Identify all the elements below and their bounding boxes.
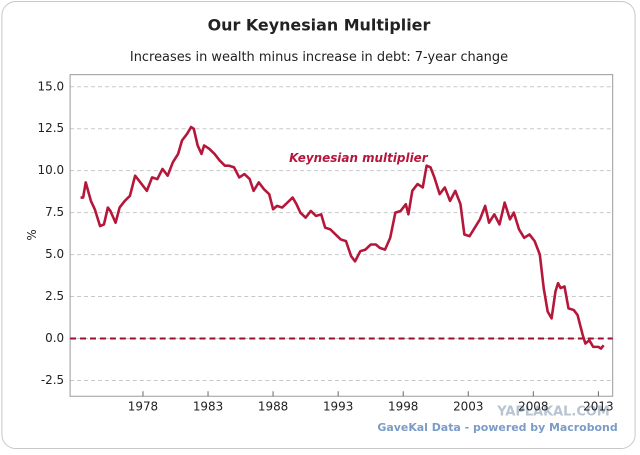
x-tick-label: 2013	[583, 400, 613, 414]
chart-title: Our Keynesian Multiplier	[208, 15, 431, 34]
series-label: Keynesian multiplier	[289, 151, 429, 165]
chart-subtitle: Increases in wealth minus increase in de…	[130, 50, 508, 65]
y-axis-label: %	[25, 229, 39, 240]
y-tick-label: 2.5	[45, 289, 64, 303]
x-tick-label: 1988	[258, 400, 288, 414]
y-tick-label: 15.0	[38, 79, 65, 93]
data-line	[80, 125, 605, 350]
watermark: YAPLAKAL.COM	[496, 405, 609, 420]
x-tick-label: 2003	[453, 400, 483, 414]
plot-area	[69, 74, 614, 397]
y-tick-label: 12.5	[38, 121, 65, 135]
x-tick-label: 1998	[388, 400, 418, 414]
x-tick-label: 1983	[193, 400, 223, 414]
y-tick-label: 5.0	[45, 247, 64, 261]
y-tick-label: 7.5	[45, 205, 64, 219]
y-tick-label: 0.0	[45, 331, 64, 345]
y-tick-label: -2.5	[41, 373, 64, 387]
source: GaveKal Data - powered by Macrobond	[377, 421, 617, 434]
y-tick-label: 10.0	[38, 163, 65, 177]
x-tick-label: 2008	[518, 400, 548, 414]
x-tick-label: 1978	[128, 400, 158, 414]
x-tick-label: 1993	[323, 400, 353, 414]
